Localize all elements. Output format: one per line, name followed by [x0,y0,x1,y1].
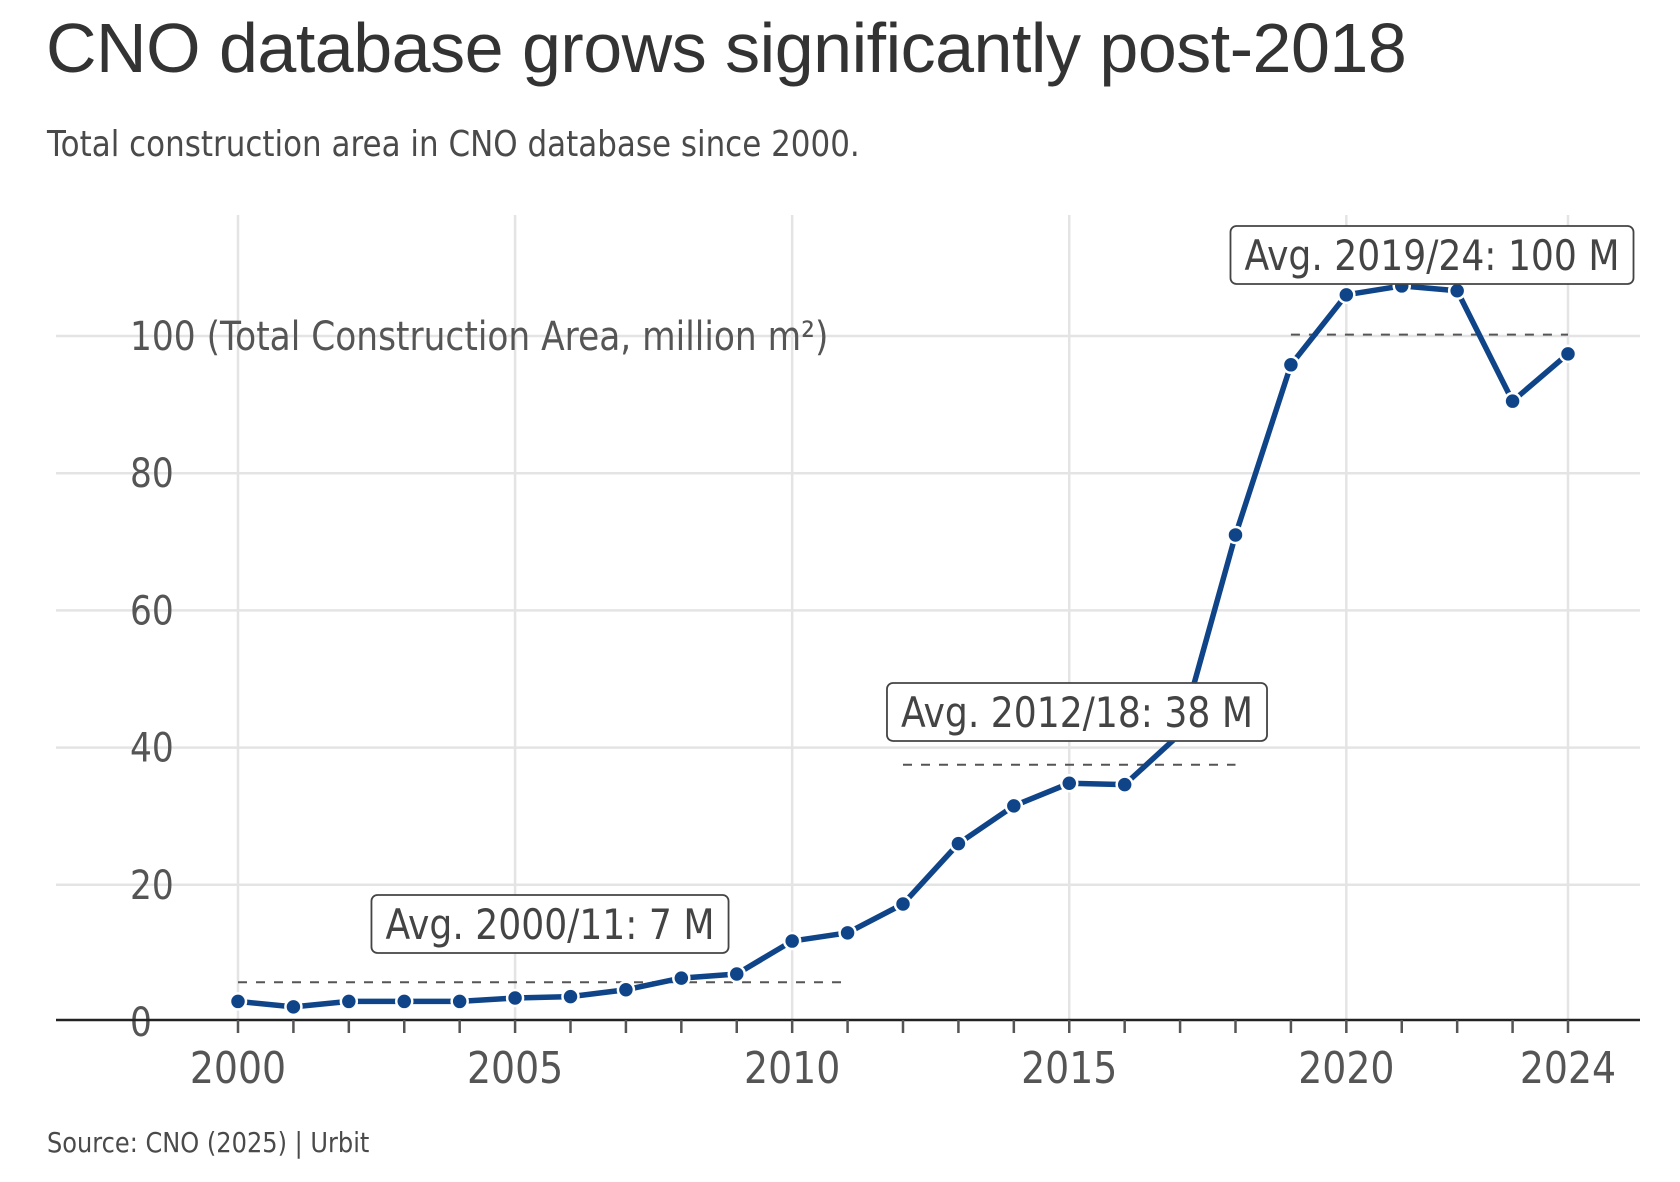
series-layer [228,276,1578,1017]
data-point [782,931,802,951]
annotation-label-box [886,682,1268,742]
annotation-label-text: Avg. 2000/11: 7 M [385,901,714,949]
data-point [561,987,580,1006]
x-tick-label: 2000 [190,1042,286,1093]
annotation-label: Avg. 2012/18: 38 M [886,682,1268,742]
chart-source: Source: CNO (2025) | Urbit [47,1126,370,1159]
data-point [228,992,248,1011]
data-point [1004,796,1024,816]
annotation-label: Avg. 2019/24: 100 M [1229,225,1635,285]
x-tick-label: 2010 [744,1042,840,1093]
annotation-label-text: Avg. 2019/24: 100 M [1244,232,1619,280]
data-point [284,997,303,1017]
data-point [395,992,414,1011]
y-tick-label: 80 [130,450,174,497]
y-tick-label: 0 [130,998,152,1045]
annotation-label-box [370,894,730,954]
chart-subtitle: Total construction area in CNO database … [47,124,860,165]
data-point [1226,525,1245,545]
data-point [1503,391,1522,411]
data-point [339,992,359,1011]
x-tick-label: 2015 [1021,1042,1117,1093]
data-point [838,923,857,943]
data-point [450,992,469,1011]
x-tick-label: 2020 [1298,1042,1394,1093]
data-point [893,894,913,914]
annotation-lines [238,333,1568,984]
annotation-label-text: Avg. 2012/18: 38 M [901,689,1253,737]
annotation-labels: Avg. 2000/11: 7 M Avg. 2012/18: 38 M Avg. … [370,225,1635,954]
data-point [949,834,968,853]
data-point [1281,355,1301,375]
data-point [1337,285,1356,305]
axis-layer: 0 20 40 60 80 100 (Total Construction Area, m… [56,312,1640,1094]
data-point [1115,775,1134,794]
data-point [672,968,691,988]
data-point [505,988,525,1008]
data-point [1060,774,1079,793]
y-tick-label: 40 [130,724,174,771]
annotation-label-box [1229,225,1635,285]
y-tick-label: 60 [130,587,174,634]
data-point [1558,344,1578,364]
data-point [1447,281,1467,300]
y-tick-label: 20 [130,861,174,908]
data-point [616,980,636,1000]
x-tick-label: 2005 [467,1042,563,1093]
x-tick-label: 2024 [1520,1042,1616,1093]
annotation-label: Avg. 2000/11: 7 M [370,894,730,954]
data-point [727,964,746,984]
grid-layer [56,215,1640,1020]
y-tick-label: 100 (Total Construction Area, million m²… [130,312,828,359]
chart-title: CNO database grows significantly post-20… [46,9,1407,87]
